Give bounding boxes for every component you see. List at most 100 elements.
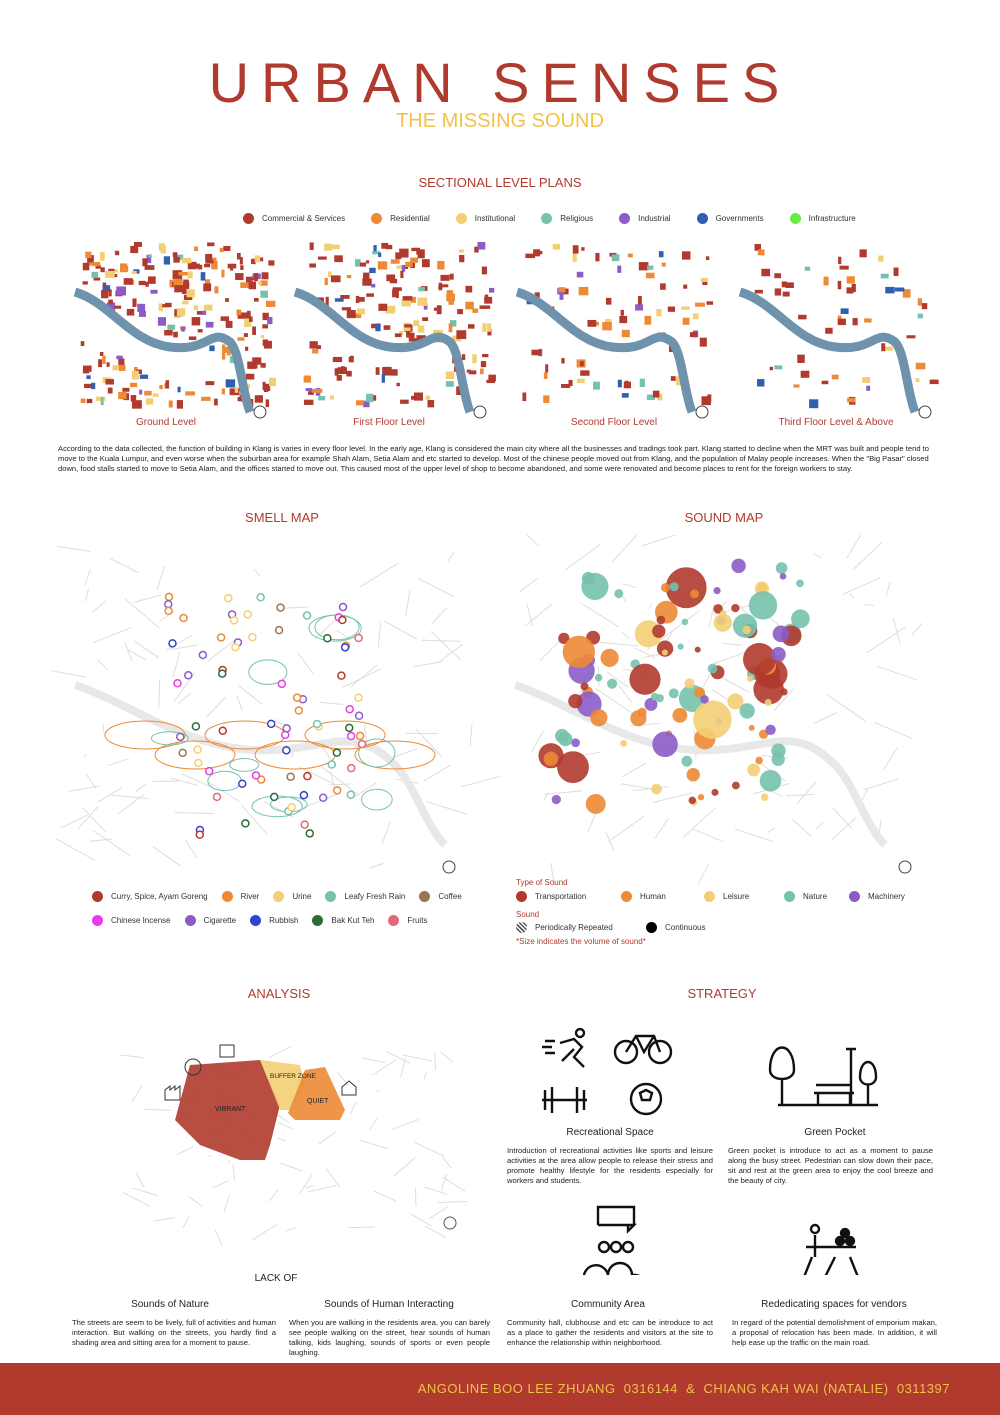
building-block	[340, 294, 350, 299]
street	[618, 685, 632, 703]
building-block	[225, 317, 229, 322]
building-block	[237, 396, 246, 402]
building-block	[236, 252, 241, 260]
street	[170, 644, 198, 651]
smell-point	[347, 763, 356, 773]
building-block	[260, 335, 265, 339]
building-block	[86, 262, 96, 266]
building-block	[438, 285, 443, 290]
building-block	[254, 273, 259, 282]
street	[877, 665, 918, 681]
building-block	[410, 262, 416, 269]
smell-point	[292, 693, 302, 702]
building-block	[114, 269, 118, 273]
building-block	[225, 320, 233, 328]
building-block	[136, 369, 142, 375]
legend-item: Coffee	[419, 891, 462, 902]
legend-label: Residential	[390, 214, 430, 223]
building-block	[371, 323, 376, 329]
legend-swatch	[784, 891, 795, 902]
river	[73, 681, 448, 848]
building-block	[917, 298, 922, 306]
building-block	[305, 388, 313, 392]
street	[107, 758, 129, 766]
building-block	[252, 326, 256, 335]
building-block	[130, 395, 137, 402]
street	[280, 1162, 303, 1172]
building-block	[366, 393, 374, 403]
building-block	[605, 297, 612, 305]
street	[579, 602, 619, 628]
building-block	[95, 396, 106, 401]
building-block	[413, 320, 420, 326]
building-block	[533, 249, 541, 257]
street	[241, 804, 269, 836]
building-block	[260, 280, 268, 286]
sound-point	[759, 769, 782, 792]
street	[693, 828, 724, 843]
building-block	[348, 356, 354, 363]
building-block	[131, 370, 139, 380]
sound-point	[748, 724, 755, 731]
street	[391, 1119, 419, 1131]
strategy-icons	[542, 1027, 878, 1275]
building-block	[804, 266, 811, 271]
street	[166, 634, 192, 651]
building-block	[86, 375, 91, 380]
building-block	[378, 303, 388, 311]
legend-label: Governments	[715, 214, 764, 223]
building-block	[123, 278, 133, 285]
building-block	[303, 375, 312, 383]
building-block	[185, 391, 196, 396]
building-block	[118, 358, 125, 367]
building-block	[240, 265, 244, 270]
building-block	[263, 384, 269, 392]
building-block	[193, 305, 199, 311]
sound-point	[686, 767, 700, 782]
building-block	[239, 257, 243, 265]
building-block	[316, 345, 322, 350]
street	[172, 651, 181, 678]
strategy-text-community: Community hall, clubhouse and etc can be…	[507, 1318, 713, 1347]
building-block	[929, 379, 939, 385]
building-block	[139, 389, 143, 395]
strategy-text-recreational: Introduction of recreational activities …	[507, 1146, 713, 1185]
street	[77, 805, 99, 830]
street	[336, 629, 349, 639]
building-block	[115, 251, 120, 256]
building-block	[906, 335, 916, 339]
building-block	[859, 249, 867, 258]
building-block	[244, 318, 252, 328]
building-block	[133, 242, 142, 247]
building-block	[98, 359, 103, 368]
building-block	[572, 253, 577, 262]
building-block	[413, 392, 424, 401]
sound-point	[727, 693, 744, 710]
building-block	[581, 247, 585, 251]
street	[252, 1224, 277, 1241]
building-block	[203, 283, 212, 292]
street	[131, 1085, 143, 1103]
street	[660, 610, 700, 641]
building-block	[225, 379, 236, 388]
tree-icon	[184, 1058, 202, 1076]
smell-point	[338, 615, 347, 625]
building-block	[652, 390, 660, 398]
building-block	[480, 361, 487, 368]
street	[232, 1163, 236, 1181]
plan-label-second: Second Floor Level	[570, 417, 658, 428]
building-block	[174, 285, 184, 293]
vendor-stall-icon	[803, 1223, 859, 1275]
building-block	[145, 398, 154, 405]
building-block	[840, 308, 849, 314]
building-block	[880, 273, 889, 279]
street	[426, 801, 467, 815]
building-block	[240, 282, 251, 288]
building-block	[657, 393, 663, 401]
smell-point	[344, 723, 354, 733]
legend-swatch	[92, 891, 103, 902]
street	[89, 838, 113, 842]
street	[654, 818, 670, 839]
building-block	[602, 321, 612, 331]
building-block	[357, 308, 365, 315]
